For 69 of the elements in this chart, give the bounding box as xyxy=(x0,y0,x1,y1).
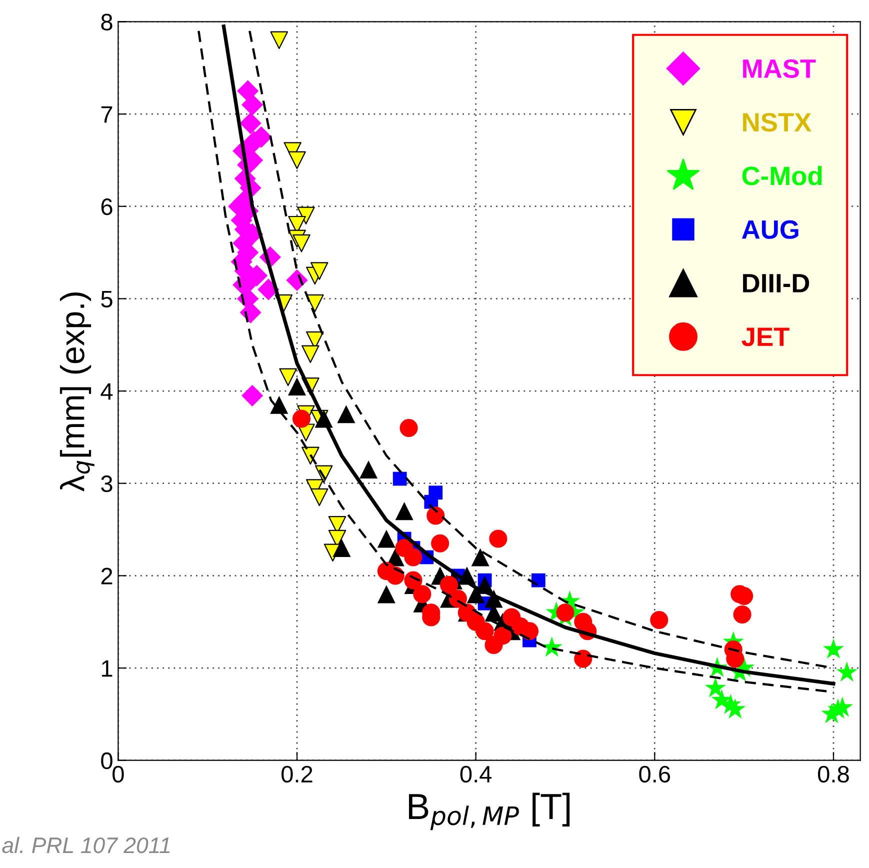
legend-label: MAST xyxy=(743,59,816,78)
legend-label: JET xyxy=(742,328,790,346)
point xyxy=(279,368,297,386)
x-tick-label: 0.2 xyxy=(282,766,312,783)
point xyxy=(302,345,320,363)
point xyxy=(377,530,396,548)
x-tick-label: 0.6 xyxy=(639,766,670,783)
x-tick-label: 0.4 xyxy=(460,766,492,783)
legend-label: DIII-D xyxy=(743,274,810,292)
point xyxy=(240,112,262,134)
y-tick-label: 8 xyxy=(101,14,112,30)
point xyxy=(836,662,858,682)
point xyxy=(310,488,328,506)
text: al. PRL 107 2011 xyxy=(2,836,170,854)
point xyxy=(520,622,539,640)
point xyxy=(292,234,310,252)
point xyxy=(337,405,356,424)
point xyxy=(413,585,432,604)
point xyxy=(310,262,328,280)
point xyxy=(360,460,378,479)
x-tick-label: 0 xyxy=(112,766,124,783)
x-axis-title: B$_{pol,MP}$ [T] xyxy=(408,792,570,830)
point xyxy=(489,530,508,548)
point xyxy=(395,538,414,558)
point xyxy=(242,384,264,406)
point xyxy=(574,650,592,668)
point xyxy=(400,418,418,437)
point xyxy=(531,573,546,588)
point xyxy=(377,585,396,604)
point xyxy=(332,538,351,558)
point xyxy=(306,294,324,312)
y-tick-label: 4 xyxy=(100,383,113,400)
point xyxy=(237,80,259,102)
point xyxy=(242,94,264,116)
point xyxy=(502,608,521,626)
point xyxy=(471,548,490,566)
point xyxy=(556,604,574,622)
point xyxy=(297,206,315,224)
point xyxy=(476,622,494,640)
point xyxy=(270,396,288,414)
y-tick-label: 5 xyxy=(101,291,112,308)
point xyxy=(494,626,512,645)
point xyxy=(292,410,311,428)
point xyxy=(650,610,668,630)
legend-label: NSTX xyxy=(743,112,812,132)
point xyxy=(270,31,288,50)
x-tick-label: 0.8 xyxy=(818,766,849,783)
point xyxy=(440,576,458,594)
point xyxy=(733,605,752,624)
y-tick-label: 3 xyxy=(101,475,112,492)
point xyxy=(404,571,422,590)
legend-label: C-Mod xyxy=(742,166,822,186)
point xyxy=(395,502,414,520)
y-tick-label: 1 xyxy=(102,660,112,677)
legend-label: AUG xyxy=(742,220,798,239)
y-tick-label: 0 xyxy=(101,752,112,770)
point xyxy=(288,377,306,396)
point xyxy=(431,534,450,552)
y-tick-label: 7 xyxy=(101,106,112,123)
point xyxy=(822,638,844,659)
y-tick-label: 6 xyxy=(101,198,112,216)
y-axis-title: λ$_{q}$[mm] (exp.) xyxy=(60,292,94,492)
point xyxy=(832,696,853,717)
y-tick-label: 2 xyxy=(101,568,112,584)
point xyxy=(377,562,396,580)
point xyxy=(426,506,445,525)
point xyxy=(392,472,407,486)
point xyxy=(704,677,726,698)
point xyxy=(288,151,306,170)
